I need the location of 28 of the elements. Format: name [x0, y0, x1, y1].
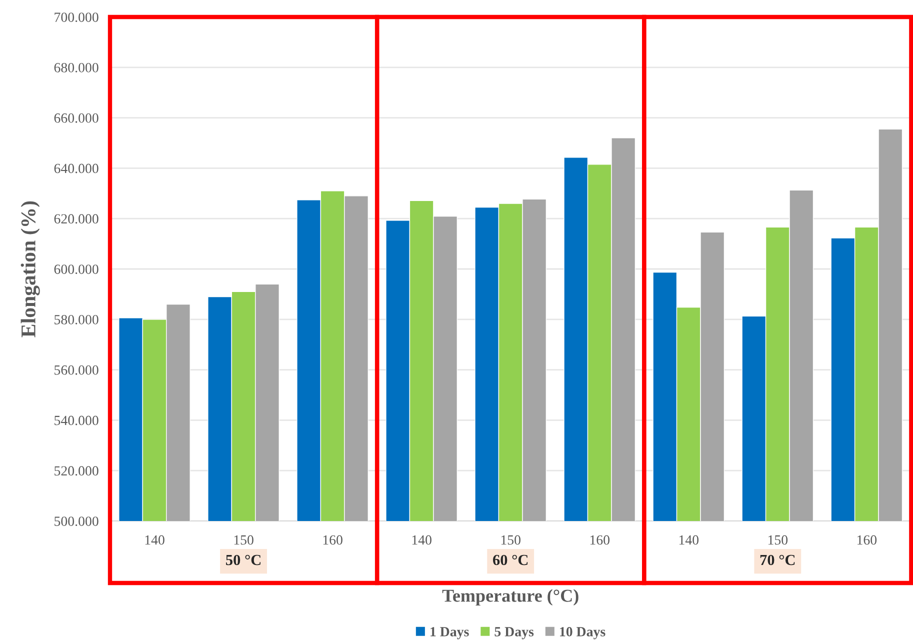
x-tick-label: 150 — [234, 535, 254, 545]
y-tick-label: 580.000 — [54, 314, 98, 324]
x-tick-label: 140 — [679, 535, 699, 545]
x-tick-label: 140 — [412, 535, 432, 545]
y-tick-label: 600.000 — [54, 264, 98, 274]
legend-label: 1 Days — [430, 627, 469, 640]
x-axis-title: Temperature (°C) — [442, 589, 578, 606]
text: 50 °C — [226, 554, 260, 566]
y-tick-label: 640.000 — [54, 164, 98, 174]
y-tick-label: 620.000 — [54, 214, 98, 224]
x-tick-label: 160 — [590, 535, 610, 545]
text: 70 °C — [760, 554, 795, 566]
y-tick-label: 660.000 — [54, 113, 98, 123]
y-axis-title: Elongation (%) — [20, 201, 40, 338]
y-tick-label: 700.000 — [54, 12, 98, 22]
y-tick-label: 560.000 — [54, 365, 98, 375]
legend-label: 5 Days — [494, 627, 534, 640]
y-tick-label: 500.000 — [54, 516, 98, 526]
y-tick-label: 520.000 — [54, 466, 98, 476]
text: 60 °C — [492, 554, 528, 566]
y-tick-label: 680.000 — [54, 62, 98, 72]
x-tick-label: 150 — [768, 535, 788, 545]
legend-label: 10 Days — [560, 627, 606, 640]
x-tick-label: 150 — [501, 535, 520, 545]
x-tick-label: 140 — [145, 535, 164, 545]
x-tick-label: 160 — [857, 535, 877, 545]
x-tick-label: 160 — [323, 535, 342, 545]
y-tick-label: 540.000 — [54, 416, 98, 426]
